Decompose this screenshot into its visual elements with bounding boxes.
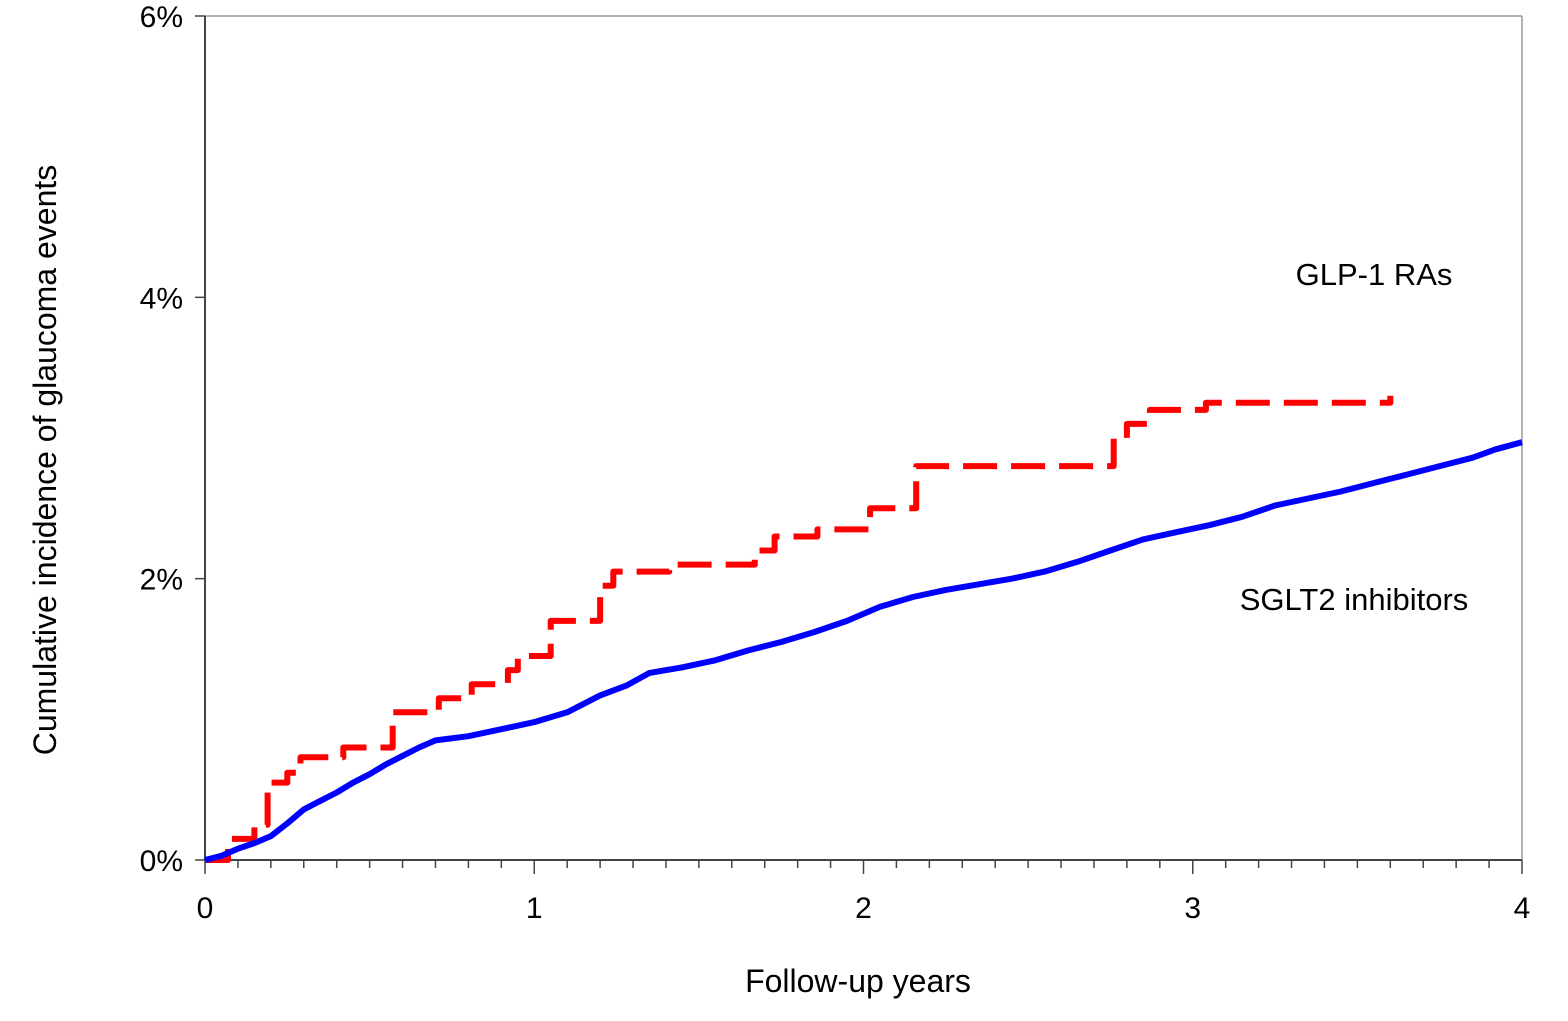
y-tick-label: 2% (140, 564, 183, 597)
x-axis-title: Follow-up years (745, 963, 971, 999)
x-tick-label: 4 (1514, 892, 1531, 925)
series-lines (204, 395, 1523, 863)
series-line-sglt2-inhibitors (204, 439, 1523, 863)
plot-frame (204, 15, 1523, 861)
x-tick-label: 1 (526, 892, 543, 925)
y-axis-title: Cumulative incidence of glaucoma events (27, 165, 63, 756)
x-tick-label: 2 (855, 892, 872, 925)
axis-ticks (195, 15, 1523, 874)
x-tick-label: 0 (197, 892, 214, 925)
y-tick-label: 6% (140, 1, 183, 34)
series-label-sglt2: SGLT2 inhibitors (1240, 582, 1469, 617)
y-tick-label: 0% (140, 845, 183, 878)
series-label-glp1: GLP-1 RAs (1296, 257, 1453, 292)
x-tick-label: 3 (1184, 892, 1201, 925)
y-tick-label: 4% (140, 282, 183, 315)
axis-labels: 0 1 2 3 4 0% 2% 4% 6% (140, 1, 1531, 925)
series-line-glp1-ras (205, 395, 1394, 863)
